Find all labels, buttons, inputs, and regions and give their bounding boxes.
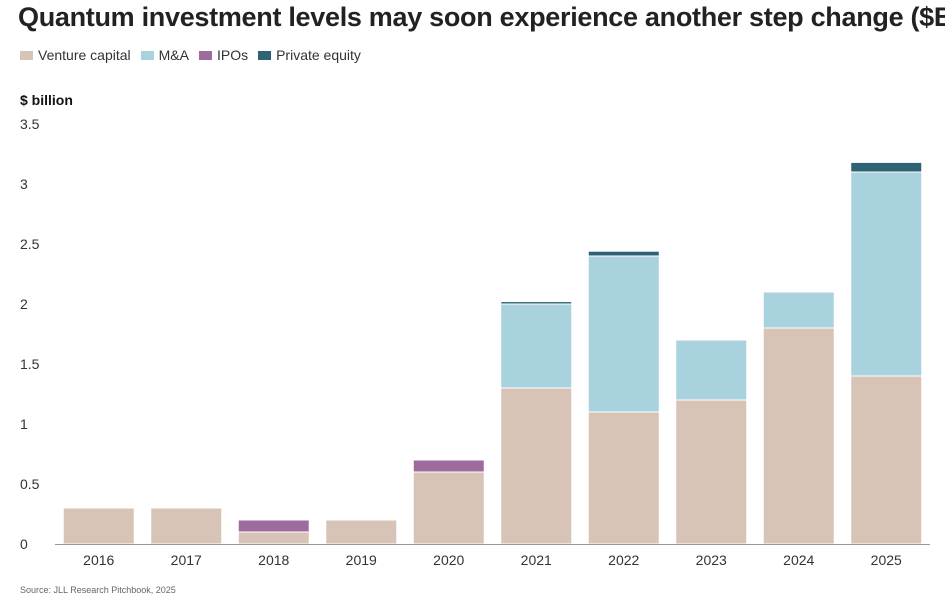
source-note: Source: JLL Research Pitchbook, 2025 — [20, 585, 176, 595]
bar-segment — [500, 303, 573, 389]
y-tick-label: 3.5 — [20, 116, 40, 132]
bar-segment — [675, 399, 748, 545]
bar-segment — [62, 507, 135, 545]
bar-segment — [412, 459, 485, 473]
y-tick-label: 1.5 — [20, 356, 40, 372]
bar-segment — [500, 387, 573, 545]
y-tick-label: 3 — [20, 176, 28, 192]
x-tick-label: 2016 — [83, 552, 114, 568]
x-tick-label: 2023 — [696, 552, 727, 568]
y-tick-label: 2 — [20, 296, 28, 312]
x-tick-label: 2022 — [608, 552, 639, 568]
bar-segment — [762, 291, 835, 329]
x-tick-label: 2025 — [871, 552, 902, 568]
x-tick-label: 2019 — [346, 552, 377, 568]
y-tick-label: 2.5 — [20, 236, 40, 252]
legend-item-venture-capital: Venture capital — [20, 47, 131, 63]
legend-label-ipos: IPOs — [216, 47, 249, 63]
y-tick-label: 0.5 — [20, 476, 40, 492]
legend: Venture capital M&A IPOs Private equity — [20, 47, 361, 63]
legend-swatch-venture-capital — [20, 50, 33, 60]
legend-label-ma: M&A — [158, 47, 189, 63]
x-tick-label: 2017 — [171, 552, 202, 568]
x-tick-label: 2024 — [783, 552, 814, 568]
legend-item-ipos: IPOs — [198, 47, 249, 63]
bar-segment — [850, 375, 923, 545]
legend-swatch-ipos — [198, 50, 212, 60]
y-axis-unit-label: $ billion — [20, 92, 73, 108]
chart-title: Quantum investment levels may soon exper… — [18, 2, 945, 32]
bar-segment — [412, 471, 485, 545]
bar-segment — [500, 301, 573, 305]
bar-segment — [587, 250, 660, 257]
x-tick-label: 2021 — [521, 552, 552, 568]
legend-label-venture-capital: Venture capital — [38, 47, 131, 63]
bar-segment — [675, 339, 748, 401]
bar-segment — [237, 519, 310, 533]
legend-swatch-private-equity — [258, 50, 272, 60]
bar-segment — [587, 411, 660, 545]
legend-item-ma: M&A — [140, 47, 189, 63]
bar-segment — [325, 519, 398, 545]
x-tick-label: 2020 — [433, 552, 464, 568]
bar-segment — [237, 531, 310, 545]
x-tick-label: 2018 — [258, 552, 289, 568]
bar-segment — [850, 171, 923, 377]
bar-segment — [850, 161, 923, 173]
y-tick-label: 1 — [20, 416, 28, 432]
legend-label-private-equity: Private equity — [276, 47, 361, 63]
legend-swatch-ma — [140, 50, 154, 60]
y-tick-label: 0 — [20, 536, 28, 552]
legend-item-private-equity: Private equity — [258, 47, 361, 63]
bar-segment — [762, 327, 835, 545]
bar-segment — [587, 255, 660, 413]
bar-segment — [150, 507, 223, 545]
